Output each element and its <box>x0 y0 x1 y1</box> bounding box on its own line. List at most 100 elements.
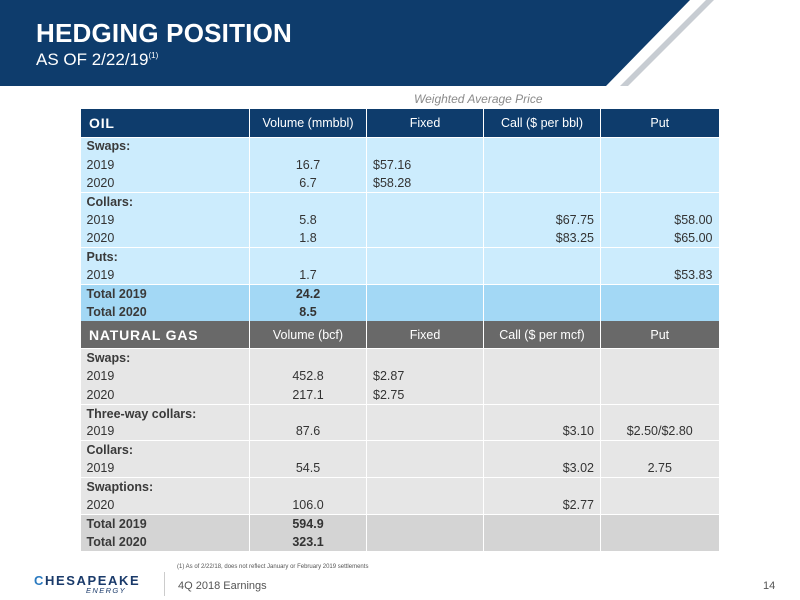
row-put-price: 2.75 <box>600 459 719 478</box>
total-label: Total 2019 <box>80 513 250 533</box>
group-label: Collars: <box>80 191 250 211</box>
empty-cell <box>366 532 484 552</box>
row-volume: 1.8 <box>249 228 367 248</box>
group-label: Swaps: <box>80 136 250 156</box>
empty-cell <box>249 348 367 368</box>
empty-cell <box>483 283 601 303</box>
col-header-put: Put <box>600 320 719 349</box>
row-volume: 217.1 <box>249 385 367 405</box>
row-volume: 106.0 <box>249 496 367 515</box>
row-fixed-price: $57.16 <box>366 155 484 174</box>
row-fixed-price <box>366 459 484 478</box>
company-logo: CHESAPEAKE ENERGY <box>34 572 141 595</box>
row-fixed-price <box>366 210 484 229</box>
table-group-row: Puts: <box>80 246 719 266</box>
row-call-price: $2.77 <box>483 496 601 515</box>
total-row: Total 2019 594.9 <box>80 513 719 533</box>
table-row: 2020 6.7 $58.28 <box>80 173 719 193</box>
footer-label: 4Q 2018 Earnings <box>178 580 267 592</box>
row-call-price <box>483 265 601 285</box>
col-header-fixed: Fixed <box>366 320 484 349</box>
table-row: 2020 106.0 $2.77 <box>80 496 719 515</box>
group-label: Puts: <box>80 246 250 266</box>
row-year: 2019 <box>80 422 250 441</box>
col-header-volume: Volume (mmbbl) <box>249 109 367 137</box>
empty-cell <box>483 477 601 497</box>
empty-cell <box>600 513 719 533</box>
table-group-row: Three-way collars: <box>80 403 719 423</box>
empty-cell <box>366 136 484 156</box>
empty-cell <box>366 440 484 460</box>
row-year: 2019 <box>80 155 250 174</box>
row-call-price: $67.75 <box>483 210 601 229</box>
group-label: Swaps: <box>80 348 250 368</box>
empty-cell <box>249 440 367 460</box>
row-year: 2019 <box>80 459 250 478</box>
row-volume: 54.5 <box>249 459 367 478</box>
row-volume: 16.7 <box>249 155 367 174</box>
row-fixed-price <box>366 422 484 441</box>
col-header-volume: Volume (bcf) <box>249 320 367 349</box>
empty-cell <box>600 283 719 303</box>
oil-section-title: OIL <box>80 109 250 137</box>
page-number: 14 <box>763 580 776 592</box>
row-volume: 6.7 <box>249 173 367 193</box>
row-fixed-price <box>366 265 484 285</box>
table-row: 2019 452.8 $2.87 <box>80 367 719 386</box>
logo-wordmark-rest: HESAPEAKE <box>45 573 141 588</box>
weighted-average-price-caption: Weighted Average Price <box>414 92 543 106</box>
col-header-fixed: Fixed <box>366 109 484 137</box>
subtitle-footnote-marker: (1) <box>148 51 159 60</box>
total-volume: 323.1 <box>249 532 367 552</box>
row-call-price <box>483 367 601 386</box>
row-fixed-price: $2.87 <box>366 367 484 386</box>
empty-cell <box>483 532 601 552</box>
empty-cell <box>600 532 719 552</box>
hedging-table-body: OIL Volume (mmbbl) Fixed Call ($ per bbl) Pu… <box>80 109 719 552</box>
row-call-price: $83.25 <box>483 228 601 248</box>
row-year: 2019 <box>80 210 250 229</box>
oil-header-row: OIL Volume (mmbbl) Fixed Call ($ per bbl) Pu… <box>80 109 719 137</box>
row-put-price <box>600 367 719 386</box>
total-volume: 8.5 <box>249 302 367 321</box>
row-volume: 1.7 <box>249 265 367 285</box>
empty-cell <box>483 191 601 211</box>
empty-cell <box>366 403 484 423</box>
empty-cell <box>483 513 601 533</box>
header-banner: HEDGING POSITION AS OF 2/22/19(1) <box>0 0 800 86</box>
empty-cell <box>366 246 484 266</box>
row-call-price <box>483 173 601 193</box>
total-volume: 594.9 <box>249 513 367 533</box>
gas-header-row: NATURAL GAS Volume (bcf) Fixed Call ($ per … <box>80 320 719 349</box>
footnote: (1) As of 2/22/18, does not reflect Janu… <box>177 564 369 570</box>
col-header-call: Call ($ per bbl) <box>483 109 601 137</box>
col-header-put: Put <box>600 109 719 137</box>
empty-cell <box>366 191 484 211</box>
table-row: 2019 87.6 $3.10 $2.50/$2.80 <box>80 422 719 441</box>
empty-cell <box>600 403 719 423</box>
row-year: 2020 <box>80 173 250 193</box>
row-year: 2020 <box>80 385 250 405</box>
empty-cell <box>366 348 484 368</box>
total-row: Total 2020 8.5 <box>80 302 719 321</box>
total-row: Total 2020 323.1 <box>80 532 719 552</box>
empty-cell <box>600 440 719 460</box>
row-put-price <box>600 385 719 405</box>
row-volume: 452.8 <box>249 367 367 386</box>
row-put-price: $58.00 <box>600 210 719 229</box>
empty-cell <box>366 283 484 303</box>
hedging-table: OIL Volume (mmbbl) Fixed Call ($ per bbl) Pu… <box>80 109 719 552</box>
row-call-price: $3.02 <box>483 459 601 478</box>
total-row: Total 2019 24.2 <box>80 283 719 303</box>
empty-cell <box>600 246 719 266</box>
row-year: 2019 <box>80 367 250 386</box>
group-label: Swaptions: <box>80 477 250 497</box>
empty-cell <box>600 136 719 156</box>
empty-cell <box>600 477 719 497</box>
row-put-price <box>600 496 719 515</box>
subtitle-text: AS OF 2/22/19 <box>36 50 149 69</box>
empty-cell <box>600 348 719 368</box>
table-group-row: Collars: <box>80 440 719 460</box>
table-row: 2020 217.1 $2.75 <box>80 385 719 405</box>
row-fixed-price <box>366 496 484 515</box>
